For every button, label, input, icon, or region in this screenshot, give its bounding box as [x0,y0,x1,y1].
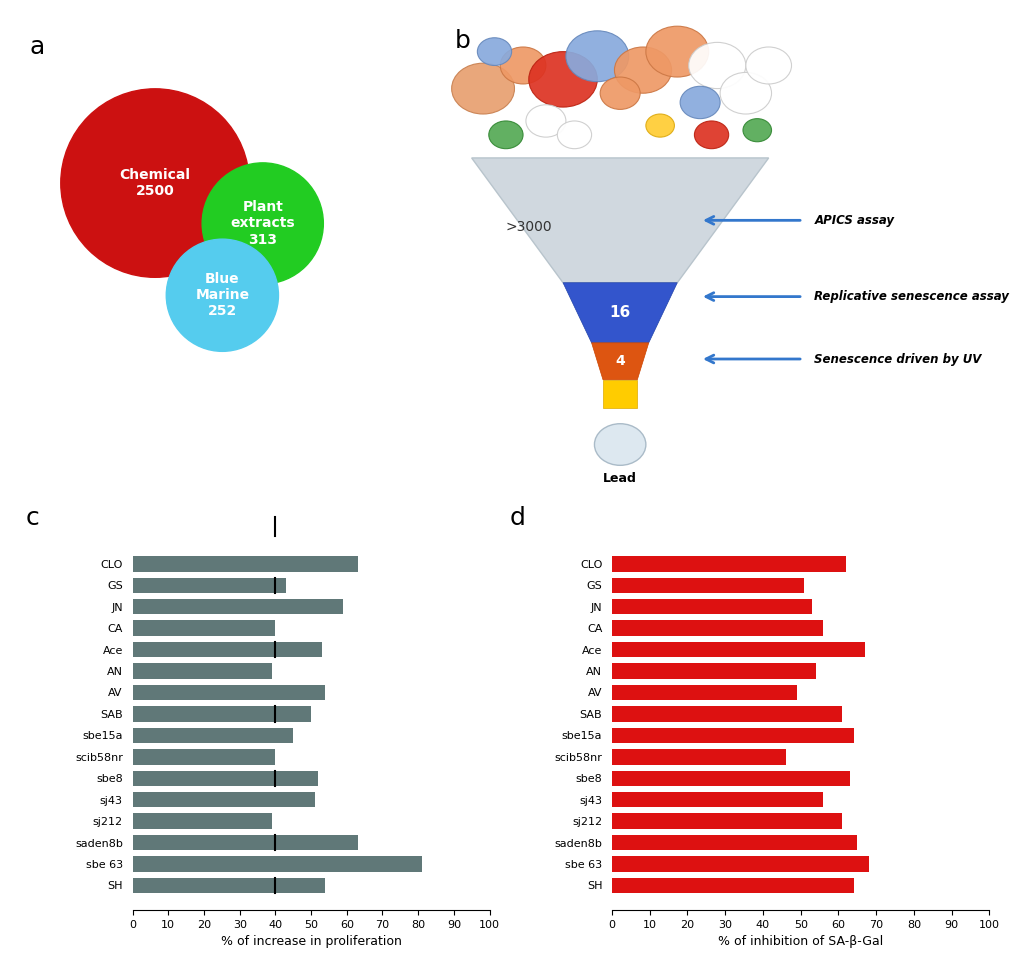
Bar [132,685,325,700]
Polygon shape [591,343,648,379]
Bar [611,599,811,614]
Bar [132,835,358,850]
Text: Senescence driven by UV: Senescence driven by UV [813,352,980,366]
Bar [611,728,853,743]
Circle shape [688,42,745,89]
Bar [611,877,853,894]
Bar [132,557,358,572]
Text: 4: 4 [614,354,625,368]
Circle shape [526,105,566,137]
Circle shape [645,26,708,77]
Circle shape [599,77,640,110]
Bar [132,728,293,743]
Circle shape [680,87,719,118]
Circle shape [556,121,591,148]
Bar [132,792,314,807]
Circle shape [166,239,278,351]
Bar [132,749,275,765]
Text: Plant
extracts
313: Plant extracts 313 [230,200,294,247]
Bar [611,578,804,593]
Circle shape [528,52,597,107]
Bar [132,706,311,721]
Text: a: a [30,35,45,59]
Circle shape [694,121,728,148]
Bar [132,877,325,894]
Text: APICS assay: APICS assay [813,214,894,227]
Text: Chemical
2500: Chemical 2500 [119,168,191,198]
Circle shape [742,118,770,142]
Text: Replicative senescence assay: Replicative senescence assay [813,290,1008,303]
Circle shape [488,121,523,148]
Circle shape [477,38,512,65]
Circle shape [745,47,791,84]
Text: Blue
Marine
252: Blue Marine 252 [195,273,250,319]
Bar [132,664,271,679]
Polygon shape [562,283,677,343]
Text: d: d [510,506,526,530]
Text: >3000: >3000 [505,221,552,234]
Bar [611,642,864,658]
Circle shape [719,72,770,114]
Bar [132,770,318,786]
Bar [611,620,822,636]
Circle shape [645,114,674,137]
Text: 16: 16 [609,305,630,321]
Text: b: b [454,29,470,53]
Bar [611,557,845,572]
Bar [611,792,822,807]
Bar [611,835,857,850]
FancyBboxPatch shape [602,379,637,407]
Bar [611,814,842,829]
Circle shape [594,424,645,465]
Circle shape [451,64,514,114]
Bar [611,706,842,721]
Circle shape [61,89,249,277]
Bar [132,578,285,593]
Text: Lead: Lead [602,472,637,485]
Bar [611,749,785,765]
Circle shape [202,163,323,284]
Bar [132,856,422,872]
Bar [132,599,342,614]
Circle shape [566,31,628,82]
Circle shape [499,47,545,84]
Bar [132,814,271,829]
Bar [611,664,815,679]
Circle shape [613,47,671,93]
Bar [132,642,322,658]
Bar [611,685,796,700]
X-axis label: % of inhibition of SA-β-Gal: % of inhibition of SA-β-Gal [717,935,882,949]
Text: c: c [25,506,39,530]
Bar [132,620,275,636]
Polygon shape [471,158,768,283]
Bar [611,770,849,786]
Bar [611,856,868,872]
X-axis label: % of increase in proliferation: % of increase in proliferation [220,935,401,949]
